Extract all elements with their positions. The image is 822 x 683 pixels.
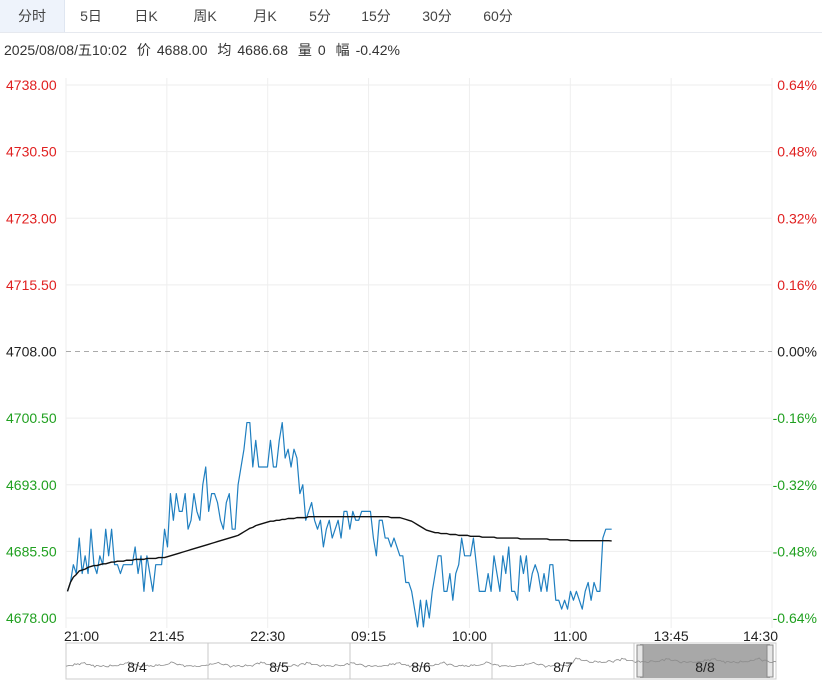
y-tick-label-left: 4708.00 <box>6 344 57 360</box>
tab-5分[interactable]: 5分 <box>309 8 331 24</box>
average-price-line <box>66 516 612 592</box>
navigator-day-label: 8/4 <box>127 659 147 675</box>
x-tick-label: 14:30 <box>743 628 778 644</box>
y-tick-label-right: 0.00% <box>777 344 817 360</box>
price-label: 价 <box>136 42 151 58</box>
tab-15分[interactable]: 15分 <box>361 8 391 24</box>
y-tick-label-left: 4730.50 <box>6 144 57 160</box>
navigator-day-label: 8/8 <box>695 659 715 675</box>
x-tick-label: 13:45 <box>654 628 689 644</box>
y-tick-label-left: 4715.50 <box>6 277 57 293</box>
y-tick-label-left: 4723.00 <box>6 210 57 226</box>
y-tick-label-right: 0.32% <box>777 210 817 226</box>
change-label: 幅 <box>335 42 350 58</box>
tab-30分[interactable]: 30分 <box>422 8 452 24</box>
avg-value: 4686.68 <box>237 42 288 58</box>
tab-5日[interactable]: 5日 <box>80 8 102 24</box>
tab-周K[interactable]: 周K <box>193 8 217 24</box>
quote-datetime: 2025/08/08/五10:02 <box>4 42 127 58</box>
avg-label: 均 <box>217 42 232 58</box>
x-tick-label: 21:45 <box>149 628 184 644</box>
navigator-day-label: 8/5 <box>269 659 289 675</box>
y-tick-label-left: 4685.50 <box>6 543 57 559</box>
x-tick-label: 09:15 <box>351 628 386 644</box>
y-tick-label-right: -0.16% <box>773 410 817 426</box>
period-tabs: 分时 5日 日K 周K 月K 5分 15分 30分 60分 <box>0 0 822 33</box>
x-tick-label: 11:00 <box>553 628 587 644</box>
navigator-day-label: 8/7 <box>553 659 573 675</box>
volume-value: 0 <box>317 42 326 58</box>
change-value: -0.42% <box>355 42 400 58</box>
volume-label: 量 <box>297 42 312 58</box>
y-tick-label-left: 4738.00 <box>6 77 57 93</box>
y-tick-label-right: 0.64% <box>777 77 817 93</box>
y-tick-label-left: 4678.00 <box>6 610 57 626</box>
y-tick-label-right: -0.32% <box>773 477 817 493</box>
tab-日K[interactable]: 日K <box>134 8 158 24</box>
y-tick-label-right: -0.48% <box>773 543 817 559</box>
navigator-day-label: 8/6 <box>411 659 431 675</box>
y-tick-label-left: 4693.00 <box>6 477 57 493</box>
y-tick-label-right: 0.48% <box>777 144 817 160</box>
x-tick-label: 22:30 <box>250 628 285 644</box>
x-tick-label: 21:00 <box>64 628 99 644</box>
price-value: 4688.00 <box>156 42 208 58</box>
navigator-selection <box>640 644 770 678</box>
navigator-left-handle[interactable] <box>636 644 644 678</box>
tab-月K[interactable]: 月K <box>253 8 277 24</box>
navigator-mini-line <box>65 657 777 668</box>
y-tick-label-left: 4700.50 <box>6 410 57 426</box>
tab-分时[interactable]: 分时 <box>0 0 65 32</box>
y-tick-label-right: 0.16% <box>777 277 817 293</box>
price-line <box>66 421 612 628</box>
x-tick-label: 10:00 <box>452 628 487 644</box>
tab-60分[interactable]: 60分 <box>483 8 513 24</box>
y-tick-label-right: -0.64% <box>773 610 817 626</box>
